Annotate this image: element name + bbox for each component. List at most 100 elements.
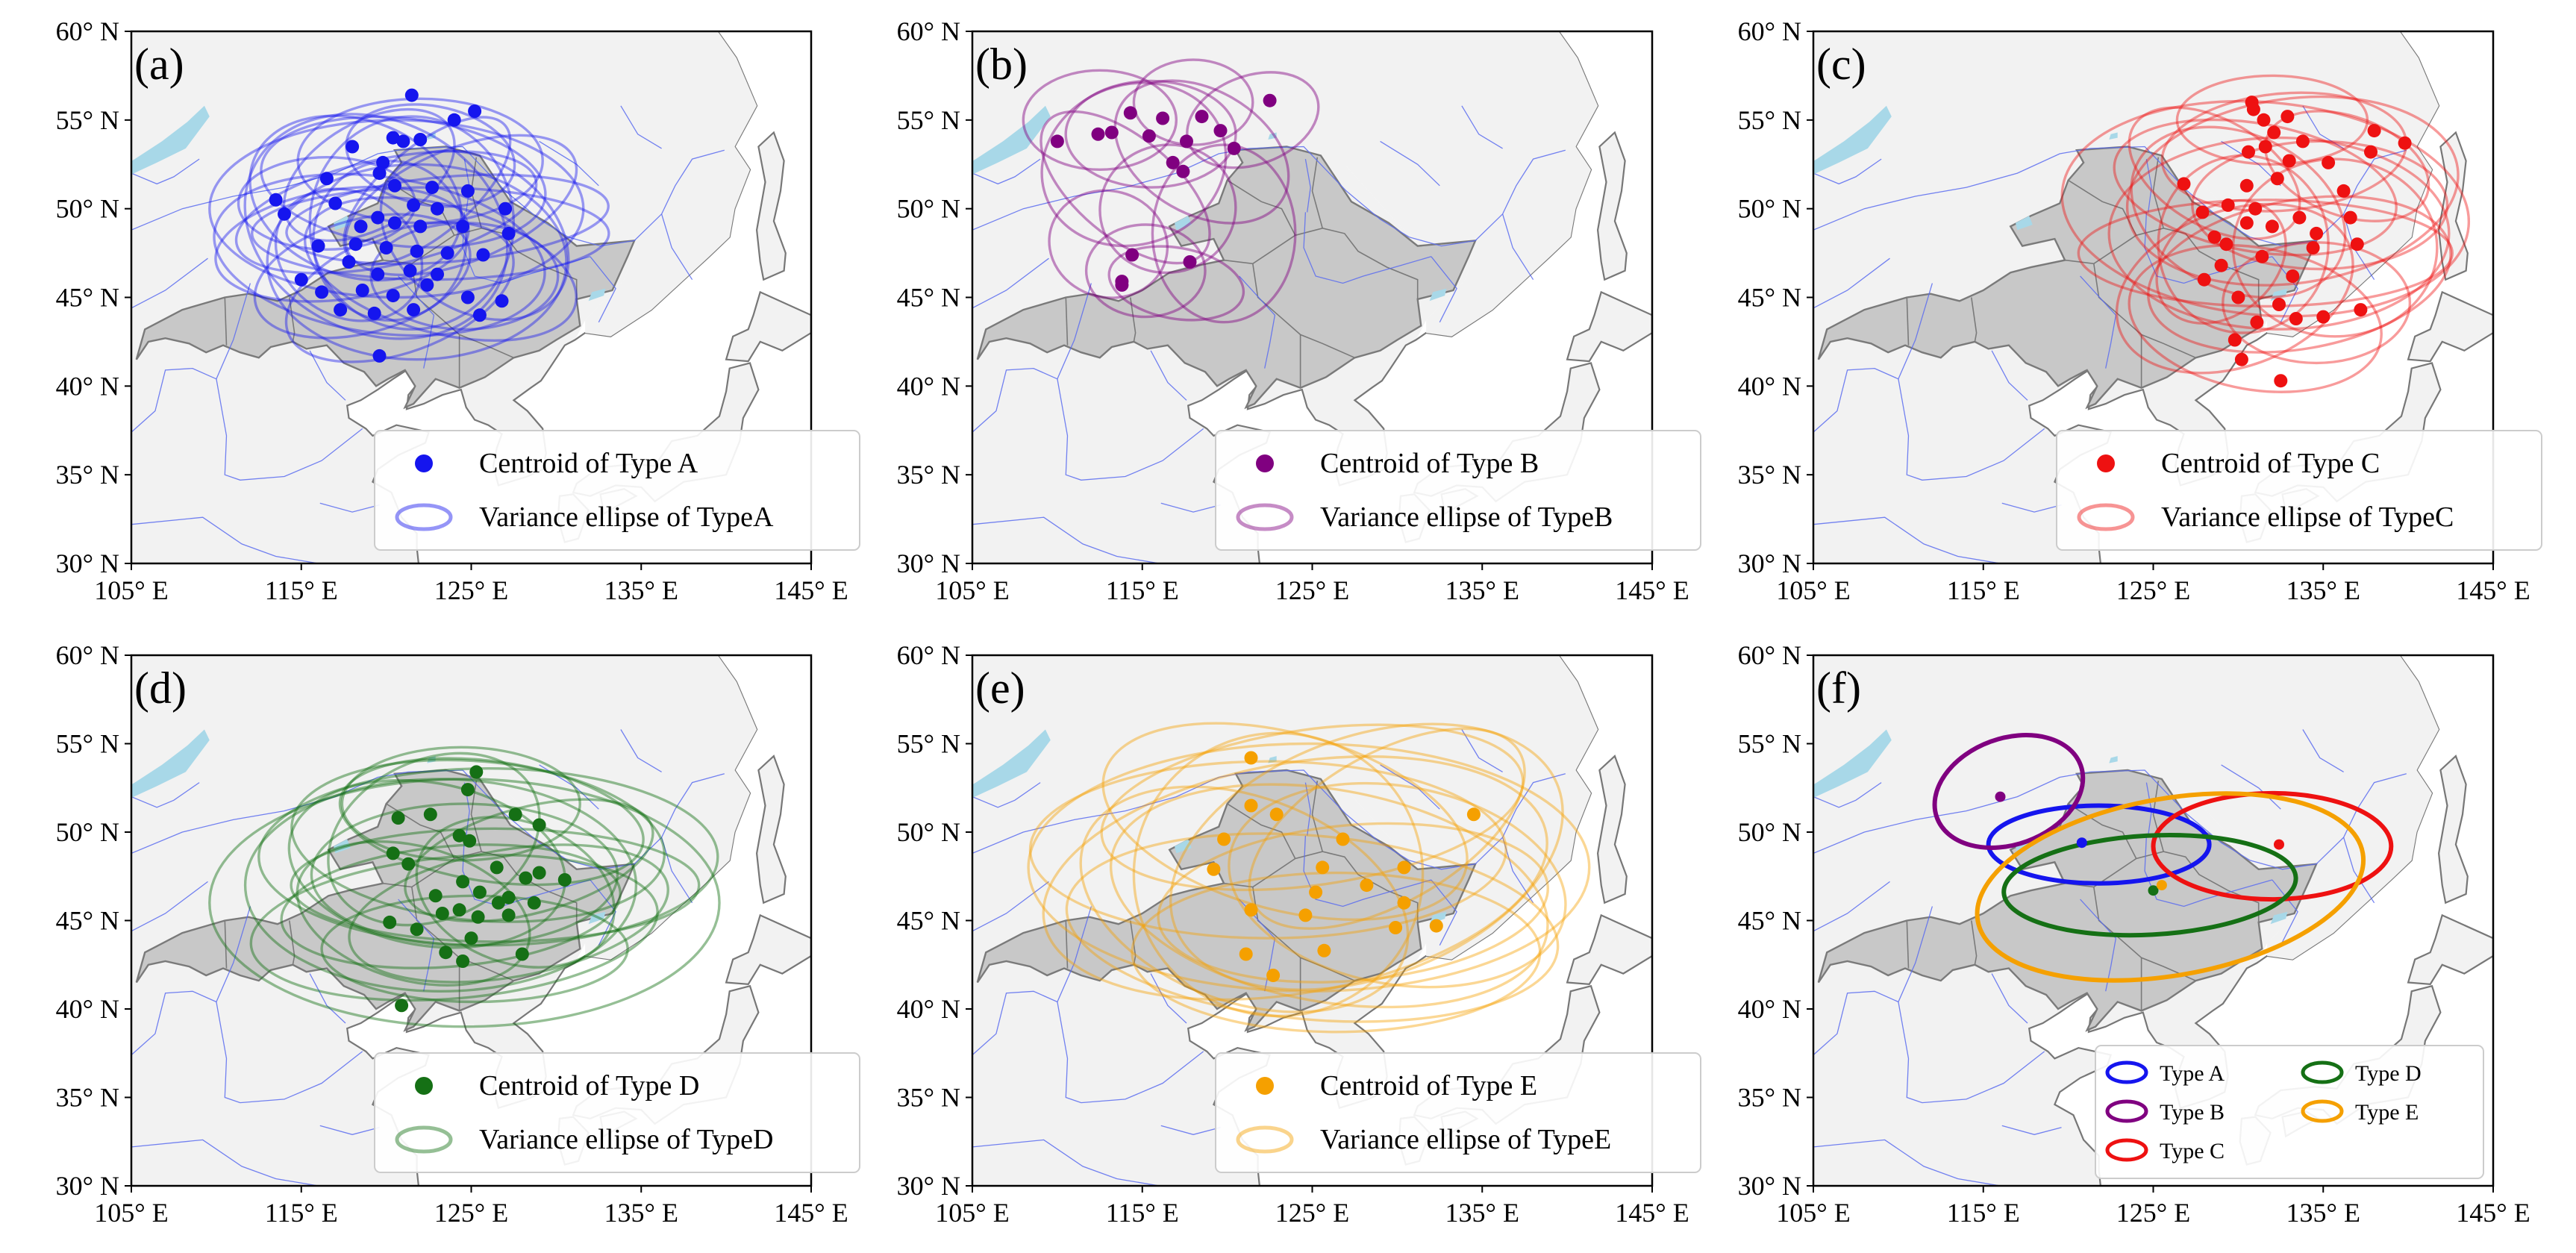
legend-box <box>1215 430 1701 551</box>
legend-centroid-marker <box>1256 1077 1274 1095</box>
province-border <box>289 920 296 965</box>
centroid-point <box>2195 205 2210 219</box>
centroid-point <box>1156 111 1170 125</box>
centroid-point <box>472 885 487 899</box>
panel-e: 105° E 115° E 125° E 135° E 145° E 60° N 55° N… <box>897 640 1701 1228</box>
x-tick-label: 145° E <box>1615 575 1689 605</box>
centroid-point <box>1244 903 1258 917</box>
y-tick-label: 60° N <box>56 640 119 670</box>
variance-ellipse <box>312 159 468 322</box>
panel-label: (d) <box>134 663 187 713</box>
centroid-point <box>495 294 509 308</box>
variance-ellipse <box>234 149 538 275</box>
y-tick-label: 35° N <box>56 1083 119 1113</box>
variance-ellipse <box>2231 157 2439 338</box>
x-tick-label: 125° E <box>434 575 508 605</box>
legend-label: Type B <box>2160 1100 2225 1125</box>
river <box>620 105 662 149</box>
legend: Centroid of Type E Variance ellipse of Ty… <box>1215 1052 1701 1173</box>
variance-ellipse <box>280 843 622 969</box>
centroid-point <box>2207 230 2222 244</box>
centroid-point <box>460 184 475 198</box>
centroid-point <box>342 255 356 269</box>
centroid-point <box>515 947 529 961</box>
variance-ellipse <box>296 840 531 987</box>
centroid-type-a <box>2076 837 2087 849</box>
river <box>1813 283 1933 433</box>
centroid-point <box>294 272 308 287</box>
centroid-point <box>2265 219 2279 234</box>
centroid-point <box>423 807 437 822</box>
y-tick-label: 40° N <box>56 994 119 1024</box>
centroid-point <box>2280 110 2295 124</box>
y-tick-label: 45° N <box>56 906 119 936</box>
variance-ellipse <box>345 103 516 208</box>
centroid-point <box>431 201 444 216</box>
y-tick-label: 30° N <box>1738 1171 1801 1201</box>
land-north <box>131 31 757 404</box>
river <box>2272 256 2298 323</box>
river <box>1813 516 2001 563</box>
river <box>1813 158 1882 185</box>
river <box>1303 212 1432 284</box>
land-north <box>1813 655 2439 1027</box>
centroid-point <box>2228 333 2242 347</box>
centroid-point <box>1239 947 1253 961</box>
river <box>972 516 1160 563</box>
panel-b: 105° E 115° E 125° E 135° E 145° E 60° N 55° N… <box>897 16 1701 605</box>
centroid-point <box>2274 374 2288 388</box>
centroid-point <box>410 244 424 258</box>
province-border <box>2152 157 2164 229</box>
y-tick-label: 40° N <box>897 371 960 401</box>
y-tick-label: 60° N <box>897 640 960 670</box>
legend-centroid-marker <box>415 454 433 472</box>
legend-box <box>1215 1052 1701 1173</box>
legend-key-type-e <box>2301 1099 2344 1123</box>
legend-ellipse-label: Variance ellipse of TypeA <box>479 501 774 533</box>
legend-ellipse-label: Variance ellipse of TypeB <box>1320 501 1613 533</box>
legend-centroid-label: Centroid of Type A <box>479 448 698 479</box>
centroid-point <box>1309 885 1323 899</box>
river <box>462 212 591 284</box>
centroid-point <box>1050 134 1064 149</box>
lake-khanka <box>1429 288 1447 301</box>
variance-ellipse <box>1157 822 1549 984</box>
river <box>660 837 693 904</box>
province-border <box>1311 781 1323 852</box>
island <box>2437 754 2469 904</box>
variance-ellipse <box>379 149 570 322</box>
legend: Centroid of Type B Variance ellipse of Ty… <box>1215 430 1701 551</box>
centroid-point <box>501 890 516 904</box>
variance-ellipse <box>287 778 566 949</box>
lake-north <box>427 132 436 140</box>
variance-ellipse <box>1101 722 1469 922</box>
ellipse-type-e <box>1975 791 2366 983</box>
x-tick-label: 105° E <box>94 1198 168 1228</box>
centroid-point <box>1123 106 1137 120</box>
legend-summary: Type A Type B Type C Type D Type E <box>2095 1045 2484 1179</box>
centroid-point <box>2197 272 2211 287</box>
centroid-point <box>388 216 401 230</box>
variance-ellipse <box>304 196 578 342</box>
river <box>1150 350 1187 401</box>
variance-ellipse <box>285 173 610 266</box>
river <box>620 729 662 772</box>
province-border <box>2152 781 2164 852</box>
river <box>131 771 409 854</box>
lake-north <box>2109 132 2118 140</box>
river <box>408 146 725 247</box>
centroid-point <box>452 828 466 843</box>
centroid-point <box>2219 237 2233 251</box>
province-border <box>1227 179 1296 236</box>
river <box>319 502 380 513</box>
river <box>131 283 251 433</box>
variance-ellipse <box>1131 871 1542 1034</box>
province-border <box>1906 920 1910 969</box>
legend: Centroid of Type C Variance ellipse of Ty… <box>2056 430 2542 551</box>
centroid-type-e <box>2156 880 2167 891</box>
centroid-point <box>2354 303 2368 317</box>
y-tick-label: 55° N <box>56 105 119 135</box>
river <box>1303 835 1432 907</box>
lake-baikal <box>1813 105 1892 175</box>
y-tick-label: 50° N <box>897 817 960 847</box>
